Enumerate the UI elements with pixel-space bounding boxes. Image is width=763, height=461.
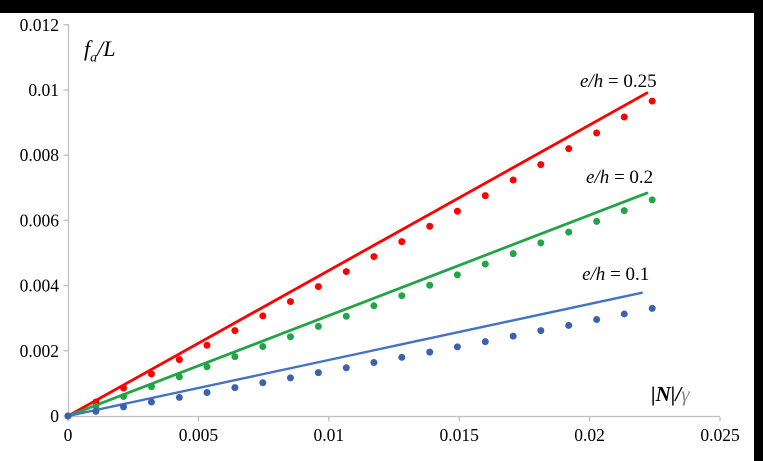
y-tick-label: 0.004 — [20, 276, 60, 296]
letterbox-top — [0, 0, 763, 13]
data-point-0.1 — [203, 389, 211, 397]
data-point-0.2 — [648, 196, 656, 204]
data-point-0.2 — [537, 239, 545, 247]
data-point-0.2 — [593, 217, 601, 225]
x-tick-label: 0 — [64, 425, 73, 445]
x-tick-label: 0.005 — [179, 425, 219, 445]
data-point-0.25 — [453, 207, 461, 215]
data-point-0.2 — [453, 271, 461, 279]
data-point-0.1 — [481, 338, 489, 346]
y-tick-label: 0.002 — [20, 341, 59, 361]
data-point-0.25 — [120, 384, 128, 392]
data-point-0.1 — [537, 327, 545, 335]
data-point-0.2 — [342, 312, 350, 320]
data-point-0.25 — [398, 238, 406, 246]
y-tick-label: 0.012 — [20, 15, 59, 35]
data-point-0.1 — [398, 353, 406, 361]
data-point-0.25 — [314, 283, 322, 291]
data-point-0.1 — [370, 359, 378, 367]
data-point-0.1 — [314, 369, 322, 377]
data-point-0.2 — [286, 333, 294, 341]
x-tick-label: 0.01 — [313, 425, 344, 445]
trend-line-0.2 — [66, 191, 649, 418]
data-point-0.25 — [648, 97, 656, 105]
data-point-0.25 — [509, 176, 517, 184]
data-point-0.2 — [620, 207, 628, 215]
x-axis-title-main: |N|/ — [651, 382, 682, 406]
data-point-0.25 — [593, 129, 601, 137]
data-point-0.1 — [231, 384, 239, 392]
data-point-0.1 — [426, 348, 434, 356]
data-point-0.25 — [231, 327, 239, 335]
data-point-0.1 — [648, 304, 656, 312]
trend-line-0.25 — [66, 91, 649, 418]
x-tick-label: 0.015 — [440, 425, 480, 445]
data-point-0.2 — [92, 402, 100, 410]
x-tick-label: 0.02 — [574, 425, 605, 445]
data-point-0.1 — [620, 310, 628, 318]
y-tick-label: 0.006 — [20, 210, 60, 230]
data-point-0.2 — [120, 392, 128, 400]
y-axis-title-rest: /L — [97, 36, 116, 61]
data-point-0.2 — [231, 353, 239, 361]
data-point-0.25 — [147, 370, 155, 378]
data-point-0.1 — [509, 332, 517, 340]
data-point-0.1 — [453, 343, 461, 351]
data-point-0.25 — [175, 356, 183, 364]
data-point-0.25 — [203, 341, 211, 349]
x-tick-label: 0.025 — [700, 425, 740, 445]
x-axis-title: |N|/γ — [651, 382, 690, 407]
letterbox-right — [754, 0, 763, 461]
data-point-0.25 — [342, 268, 350, 276]
data-point-0.25 — [620, 113, 628, 121]
data-point-0.1 — [286, 374, 294, 382]
data-point-0.2 — [509, 250, 517, 258]
data-point-0.2 — [426, 281, 434, 289]
y-axis-title-sub: a — [90, 50, 98, 66]
data-point-0.2 — [481, 260, 489, 268]
data-point-0.2 — [203, 363, 211, 371]
y-axis-title: fa/L — [84, 36, 116, 66]
data-point-0.2 — [370, 302, 378, 310]
y-tick-label: 0 — [50, 406, 59, 426]
data-point-0.25 — [565, 145, 573, 153]
data-point-0.1 — [147, 398, 155, 406]
data-point-0.25 — [286, 298, 294, 306]
series-label: e/h = 0.1 — [582, 264, 649, 285]
data-point-0.25 — [259, 312, 267, 320]
data-point-0.1 — [64, 412, 72, 420]
data-point-0.1 — [92, 407, 100, 415]
series-label: e/h = 0.2 — [586, 167, 653, 188]
data-point-0.1 — [565, 321, 573, 329]
data-point-0.25 — [537, 161, 545, 169]
data-point-0.1 — [593, 316, 601, 324]
series-label: e/h = 0.25 — [580, 71, 657, 92]
trend-line-0.1 — [66, 291, 643, 418]
data-point-0.2 — [314, 322, 322, 330]
data-point-0.25 — [426, 222, 434, 230]
data-point-0.2 — [565, 228, 573, 236]
data-point-0.1 — [175, 393, 183, 401]
data-point-0.1 — [259, 379, 267, 387]
data-point-0.2 — [398, 292, 406, 300]
y-tick-label: 0.01 — [28, 80, 59, 100]
data-point-0.1 — [342, 364, 350, 372]
data-point-0.25 — [481, 192, 489, 200]
data-point-0.2 — [147, 383, 155, 391]
data-point-0.2 — [175, 373, 183, 381]
data-point-0.2 — [259, 343, 267, 351]
data-point-0.25 — [370, 253, 378, 261]
data-point-0.1 — [120, 403, 128, 411]
y-axis-title-f: f — [84, 36, 91, 61]
y-tick-label: 0.008 — [20, 145, 60, 165]
x-axis-title-gamma: γ — [681, 382, 690, 406]
